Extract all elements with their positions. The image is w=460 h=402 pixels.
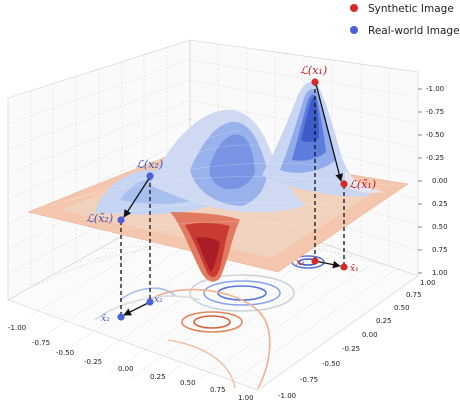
x-tick-label: -1.00: [8, 324, 26, 332]
contour-orange-low: [181, 311, 243, 333]
x-tick-label: 0.25: [150, 373, 166, 381]
z-tick-label: -1.00: [426, 85, 444, 93]
x-tick-label: 0.75: [210, 386, 226, 394]
arrow-L-x2: [123, 176, 151, 218]
legend: Synthetic Image Real-world Image: [350, 3, 460, 37]
point-x2-tilde: [117, 313, 125, 321]
contour-orange-arc-2: [167, 339, 236, 389]
contour-blue-left: [119, 287, 176, 301]
z-axis: -1.00 -0.75 -0.50 -0.25 0.00 0.25 0.50 0…: [418, 85, 448, 277]
legend-marker-real: [350, 26, 358, 34]
contour-gray-center: [189, 274, 295, 312]
x-tick-label: -0.25: [84, 358, 102, 366]
z-tick-label: 1.00: [432, 269, 448, 277]
point-x1-tilde: [340, 263, 348, 271]
point-x2: [146, 298, 154, 306]
x-tick-label: 0.00: [118, 365, 134, 373]
label-L-x1: ℒ(x₁): [300, 64, 327, 77]
floor-contours: [94, 255, 325, 389]
label-L-x1-tilde: ℒ(x̃₁): [349, 178, 376, 191]
contour-gray-arc: [94, 295, 201, 321]
label-L-x2-tilde: ℒ(x̃₂): [86, 212, 113, 225]
z-tick-label: 0.75: [432, 246, 448, 254]
label-L-x2: ℒ(x₂): [136, 158, 163, 171]
point-L-x1: [311, 78, 319, 86]
arrows: [123, 83, 344, 316]
y-tick-label: 1.00: [420, 279, 436, 287]
surface: [27, 81, 409, 282]
label-x1: x₁: [296, 258, 305, 268]
contour-blue-center: [203, 280, 281, 306]
point-L-x1-tilde: [340, 180, 348, 188]
arrow-L-x1: [315, 83, 344, 182]
label-x2-tilde: x̃₂: [101, 313, 110, 324]
x-tick-label: -0.75: [32, 339, 50, 347]
z-tick-label: -0.50: [426, 131, 444, 139]
x-tick-label: 1.00: [238, 394, 254, 402]
z-tick-label: 0.00: [432, 177, 448, 185]
label-x1-tilde: x̃₁: [350, 263, 359, 274]
y-tick-label: -0.75: [300, 376, 318, 384]
y-tick-label: -0.50: [322, 360, 340, 368]
contour-orange-arc: [149, 288, 271, 389]
y-tick-label: 0.75: [406, 291, 422, 299]
y-tick-label: -0.25: [342, 345, 360, 353]
x-tick-label: 0.50: [180, 379, 196, 387]
label-x2: x₂: [154, 295, 163, 305]
z-tick-label: -0.75: [426, 108, 444, 116]
arrow-x1: [314, 260, 341, 269]
legend-marker-synthetic: [350, 4, 358, 12]
points: [117, 78, 348, 321]
y-tick-label: -1.00: [278, 392, 296, 400]
contour-orange-low-inner: [193, 315, 231, 329]
projection-lines: [120, 82, 345, 317]
point-x1: [311, 257, 319, 265]
legend-label-synthetic: Synthetic Image: [368, 3, 454, 15]
x-tick-label: -0.50: [56, 349, 74, 357]
legend-label-real: Real-world Image: [368, 25, 460, 37]
arrow-x2: [123, 301, 151, 316]
x-axis: -1.00 -0.75 -0.50 -0.25 0.00 0.25 0.50 0…: [8, 324, 254, 402]
point-L-x2: [146, 172, 154, 180]
point-L-x2-tilde: [117, 216, 125, 224]
y-axis: -1.00 -0.75 -0.50 -0.25 0.00 0.25 0.50 0…: [278, 279, 436, 400]
z-tick-label: 0.50: [432, 223, 448, 231]
y-tick-label: 0.50: [394, 304, 410, 312]
z-tick-label: 0.25: [432, 200, 448, 208]
point-labels: ℒ(x₁) ℒ(x̃₁) x₁ x̃₁ ℒ(x₂) ℒ(x̃₂) x₂ x̃₂: [86, 64, 376, 324]
z-tick-label: -0.25: [426, 154, 444, 162]
y-tick-label: 0.25: [376, 317, 392, 325]
y-tick-label: 0.00: [362, 331, 378, 339]
